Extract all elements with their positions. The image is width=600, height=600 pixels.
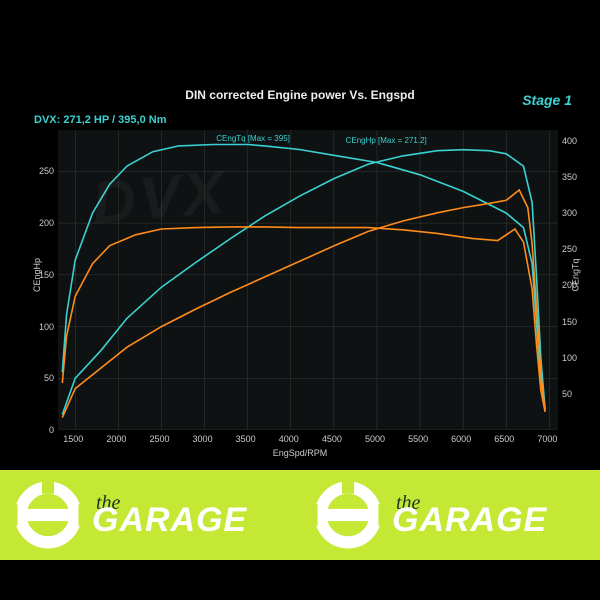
series-power_stock bbox=[62, 190, 545, 418]
y-right-tick: 100 bbox=[562, 353, 577, 363]
y-right-tick: 250 bbox=[562, 244, 577, 254]
dyno-chart bbox=[58, 130, 558, 430]
logo-unit: the GARAGE bbox=[300, 470, 600, 560]
y-left-tick: 200 bbox=[39, 218, 54, 228]
x-tick: 7000 bbox=[537, 434, 557, 444]
y-left-tick: 0 bbox=[49, 425, 54, 435]
logo-unit: the GARAGE bbox=[0, 470, 300, 560]
x-tick: 6000 bbox=[451, 434, 471, 444]
x-tick: 3000 bbox=[193, 434, 213, 444]
y-right-tick: 200 bbox=[562, 280, 577, 290]
x-tick: 5500 bbox=[408, 434, 428, 444]
series-torque_tuned bbox=[62, 145, 545, 409]
logo-garage: GARAGE bbox=[392, 506, 547, 535]
wrench-icon bbox=[310, 477, 386, 553]
chart-annotation: CEngHp [Max = 271.2] bbox=[346, 136, 427, 145]
logo-garage: GARAGE bbox=[92, 506, 247, 535]
y-right-tick: 300 bbox=[562, 208, 577, 218]
chart-title: DIN corrected Engine power Vs. Engspd bbox=[0, 88, 600, 102]
dvx-label: DVX: 271,2 HP / 395,0 Nm bbox=[34, 114, 166, 126]
plot-area bbox=[58, 130, 558, 430]
y-right-tick: 50 bbox=[562, 389, 572, 399]
series-torque_stock bbox=[62, 227, 545, 412]
y-right-tick: 350 bbox=[562, 172, 577, 182]
chart-annotation: CEngTq [Max = 395] bbox=[216, 134, 290, 143]
x-tick: 5000 bbox=[365, 434, 385, 444]
y-left-tick: 100 bbox=[39, 322, 54, 332]
y-left-tick: 50 bbox=[44, 373, 54, 383]
series-power_tuned bbox=[62, 150, 545, 415]
logo-text: the GARAGE bbox=[92, 495, 247, 535]
x-tick: 3500 bbox=[236, 434, 256, 444]
x-tick: 6500 bbox=[494, 434, 514, 444]
x-tick: 2500 bbox=[149, 434, 169, 444]
y-right-tick: 150 bbox=[562, 317, 577, 327]
x-axis-label: EngSpd/RPM bbox=[0, 448, 600, 458]
y-left-tick: 150 bbox=[39, 270, 54, 280]
x-tick: 1500 bbox=[63, 434, 83, 444]
stage-label: Stage 1 bbox=[522, 92, 572, 108]
wrench-icon bbox=[10, 477, 86, 553]
logo-strip: the GARAGE the GARAGE bbox=[0, 470, 600, 560]
x-tick: 2000 bbox=[106, 434, 126, 444]
y-right-tick: 400 bbox=[562, 136, 577, 146]
y-left-tick: 250 bbox=[39, 166, 54, 176]
x-tick: 4000 bbox=[279, 434, 299, 444]
x-tick: 4500 bbox=[322, 434, 342, 444]
logo-text: the GARAGE bbox=[392, 495, 547, 535]
